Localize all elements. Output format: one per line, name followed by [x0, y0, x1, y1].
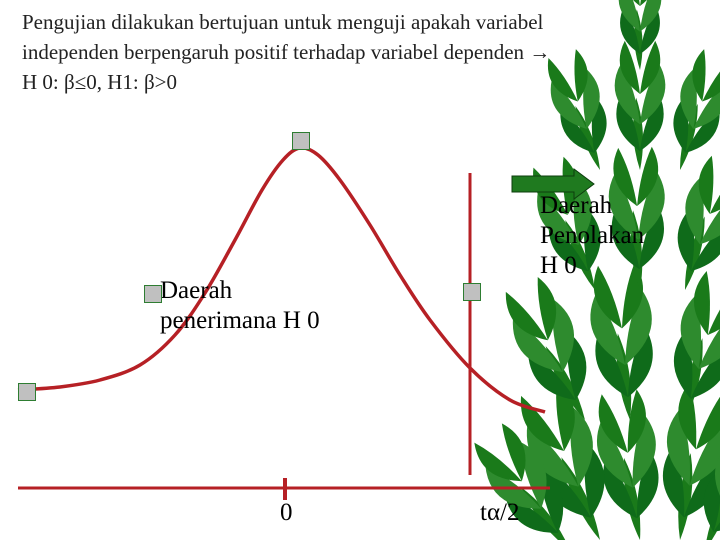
intro-line-3: H 0: β≤0, H1: β>0 — [22, 70, 177, 95]
reject-region-label-2: Penolakan — [540, 222, 644, 250]
reject-region-label-3: H 0 — [540, 252, 577, 280]
reject-arrow-icon — [510, 167, 598, 201]
zero-label: 0 — [280, 499, 293, 527]
marker-left-tail — [18, 383, 36, 401]
bell-curve — [18, 148, 545, 412]
marker-left-curve — [144, 285, 162, 303]
marker-peak — [292, 132, 310, 150]
marker-critical — [463, 283, 481, 301]
accept-region-label-2: penerimana H 0 — [160, 307, 320, 335]
accept-region-label-1: Daerah — [160, 277, 232, 305]
stage: Pengujian dilakukan bertujuan untuk meng… — [0, 0, 720, 540]
intro-line-2: independen berpengaruh positif terhadap … — [22, 40, 550, 65]
t-alpha-label: tα/2 — [480, 499, 520, 527]
intro-line-1: Pengujian dilakukan bertujuan untuk meng… — [22, 10, 543, 35]
